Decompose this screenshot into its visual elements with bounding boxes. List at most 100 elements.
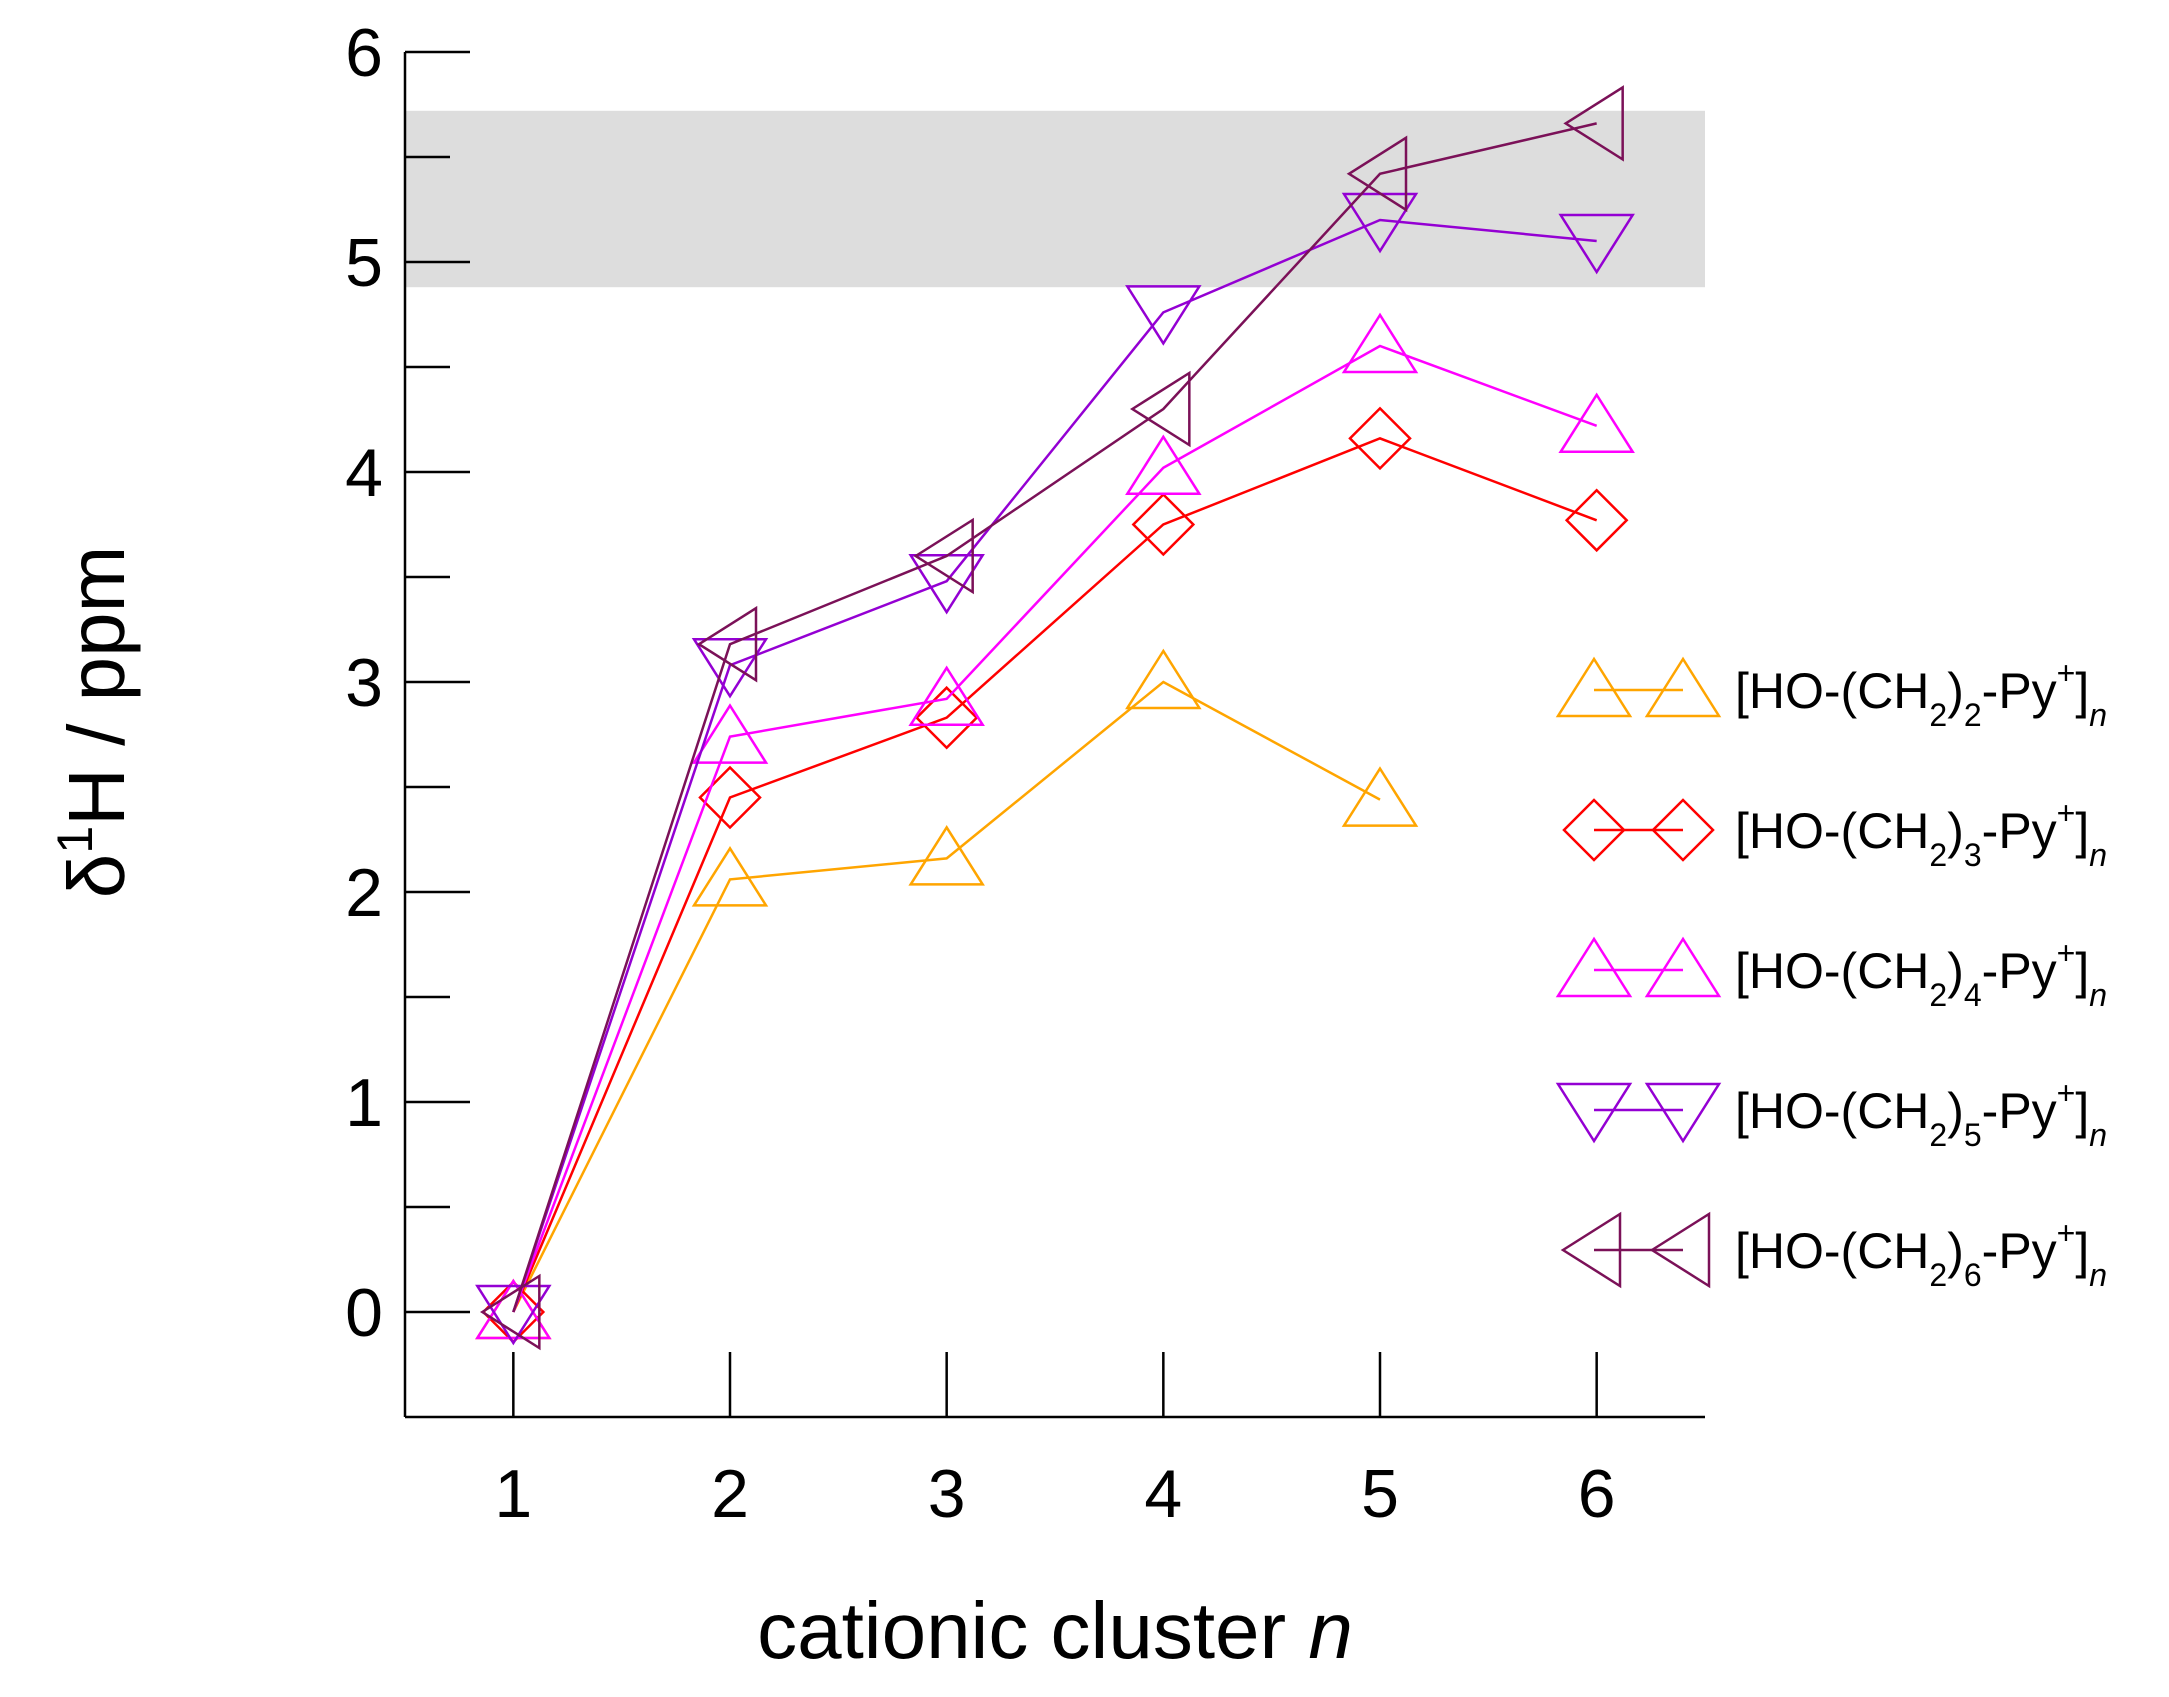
legend-label-part: + xyxy=(2057,655,2076,691)
legend-marker xyxy=(1555,936,1633,998)
y-tick-label: 2 xyxy=(345,855,383,931)
series-5 xyxy=(479,85,1624,1351)
y-tick-label: 6 xyxy=(345,15,383,91)
series-3 xyxy=(475,312,1635,1340)
data-point xyxy=(691,703,769,764)
legend-label-part: n xyxy=(2089,1257,2107,1293)
data-point xyxy=(1558,213,1635,275)
legend-label-part: 3 xyxy=(1964,837,1982,873)
legend-label-part: ) xyxy=(1947,663,1964,719)
legend-label-part: ] xyxy=(2075,943,2089,999)
legend-marker xyxy=(1555,1082,1633,1144)
data-point xyxy=(913,517,974,595)
data-point xyxy=(1125,648,1202,710)
legend-label-part: 2 xyxy=(1929,697,1947,733)
data-point xyxy=(691,846,769,907)
legend: [HO-(CH2)2-Py+]n[HO-(CH2)3-Py+]n[HO-(CH2… xyxy=(1555,655,2107,1293)
data-point xyxy=(1131,492,1196,557)
data-point xyxy=(475,1284,552,1346)
legend-label-part: 5 xyxy=(1964,1117,1982,1153)
data-point xyxy=(1348,406,1412,471)
legend-marker xyxy=(1562,798,1626,862)
legend-label-part: [HO-(CH xyxy=(1735,663,1929,719)
legend-label: [HO-(CH2)2-Py+]n xyxy=(1735,655,2107,733)
legend-entry: [HO-(CH2)4-Py+]n xyxy=(1555,935,2107,1013)
legend-label-part: + xyxy=(2057,1075,2076,1111)
legend-marker xyxy=(1651,798,1715,862)
series-1 xyxy=(475,648,1419,1340)
legend-label-part: -Py xyxy=(1982,1083,2057,1139)
x-tick-label: 2 xyxy=(711,1456,749,1532)
series-line xyxy=(512,122,1597,1313)
legend-label-part: + xyxy=(2057,1215,2076,1251)
data-point xyxy=(1563,85,1624,162)
legend-entry: [HO-(CH2)5-Py+]n xyxy=(1555,1075,2107,1153)
legend-label-part: ] xyxy=(2075,803,2089,859)
legend-label-part: ) xyxy=(1947,803,1964,859)
data-point xyxy=(1564,488,1629,553)
axes: 0 1 2 3 4 5 6 1 2 3 4 5 6 xyxy=(345,15,1705,1532)
legend-label-part: n xyxy=(2089,697,2107,733)
data-point xyxy=(914,685,979,750)
legend-marker xyxy=(1649,1211,1711,1289)
data-point xyxy=(691,637,769,699)
legend-marker xyxy=(1644,656,1722,718)
legend-marker xyxy=(1560,1211,1622,1289)
series-line xyxy=(512,680,1381,1313)
y-tick-label: 5 xyxy=(345,225,383,301)
legend-label-part: [HO-(CH xyxy=(1735,943,1929,999)
legend-label-part: 2 xyxy=(1929,837,1947,873)
legend-marker xyxy=(1555,656,1633,718)
legend-label-part: n xyxy=(2089,977,2107,1013)
legend-label-part: 2 xyxy=(1929,977,1947,1013)
series-line xyxy=(512,344,1598,1313)
legend-label-part: ) xyxy=(1947,943,1964,999)
legend-entry: [HO-(CH2)2-Py+]n xyxy=(1555,655,2107,733)
highlight-band xyxy=(405,110,1705,288)
legend-label-part: -Py xyxy=(1982,663,2057,719)
series-line xyxy=(512,218,1597,1313)
y-tick-label: 3 xyxy=(345,645,383,721)
x-tick-label: 1 xyxy=(494,1456,532,1532)
data-point xyxy=(1125,434,1202,496)
x-tick-label: 4 xyxy=(1144,1456,1182,1532)
legend-label-part: 2 xyxy=(1929,1257,1947,1293)
legend-label: [HO-(CH2)4-Py+]n xyxy=(1735,935,2107,1013)
legend-label-part: ) xyxy=(1947,1223,1964,1279)
legend-marker xyxy=(1644,936,1722,998)
data-point xyxy=(1125,285,1202,346)
y-tick-label: 4 xyxy=(345,435,383,511)
data-point xyxy=(475,1278,552,1340)
series-line xyxy=(512,437,1598,1313)
legend-label-part: n xyxy=(2089,837,2107,873)
highlight-band-layer xyxy=(405,110,1705,288)
legend-label: [HO-(CH2)3-Py+]n xyxy=(1735,795,2107,873)
series-4 xyxy=(475,192,1635,1346)
legend-label-part: + xyxy=(2057,795,2076,831)
legend-label-part: -Py xyxy=(1982,803,2057,859)
axis-labels: cationic cluster n δ1H / ppm xyxy=(47,546,1353,1675)
data-point xyxy=(908,665,985,727)
legend-label-part: -Py xyxy=(1982,1223,2057,1279)
data-point xyxy=(1129,370,1191,448)
legend-label-part: ] xyxy=(2075,1223,2089,1279)
data-point xyxy=(1341,312,1419,374)
data-point xyxy=(696,605,758,683)
legend-label-part: ] xyxy=(2075,1083,2089,1139)
legend-label-part: ) xyxy=(1947,1083,1964,1139)
legend-label-part: 2 xyxy=(1929,1117,1947,1153)
data-point xyxy=(908,825,985,886)
legend-label-part: + xyxy=(2057,935,2076,971)
x-tick-label: 5 xyxy=(1361,1456,1399,1532)
x-tick-label: 6 xyxy=(1578,1456,1616,1532)
legend-marker xyxy=(1644,1082,1722,1144)
legend-label-part: ] xyxy=(2075,663,2089,719)
legend-label-part: 2 xyxy=(1964,697,1982,733)
legend-label-part: [HO-(CH xyxy=(1735,803,1929,859)
legend-entry: [HO-(CH2)6-Py+]n xyxy=(1560,1211,2107,1293)
legend-label-part: [HO-(CH xyxy=(1735,1083,1929,1139)
legend-label: [HO-(CH2)5-Py+]n xyxy=(1735,1075,2107,1153)
x-axis-title: cationic cluster n xyxy=(757,1586,1353,1675)
legend-label: [HO-(CH2)6-Py+]n xyxy=(1735,1215,2107,1293)
